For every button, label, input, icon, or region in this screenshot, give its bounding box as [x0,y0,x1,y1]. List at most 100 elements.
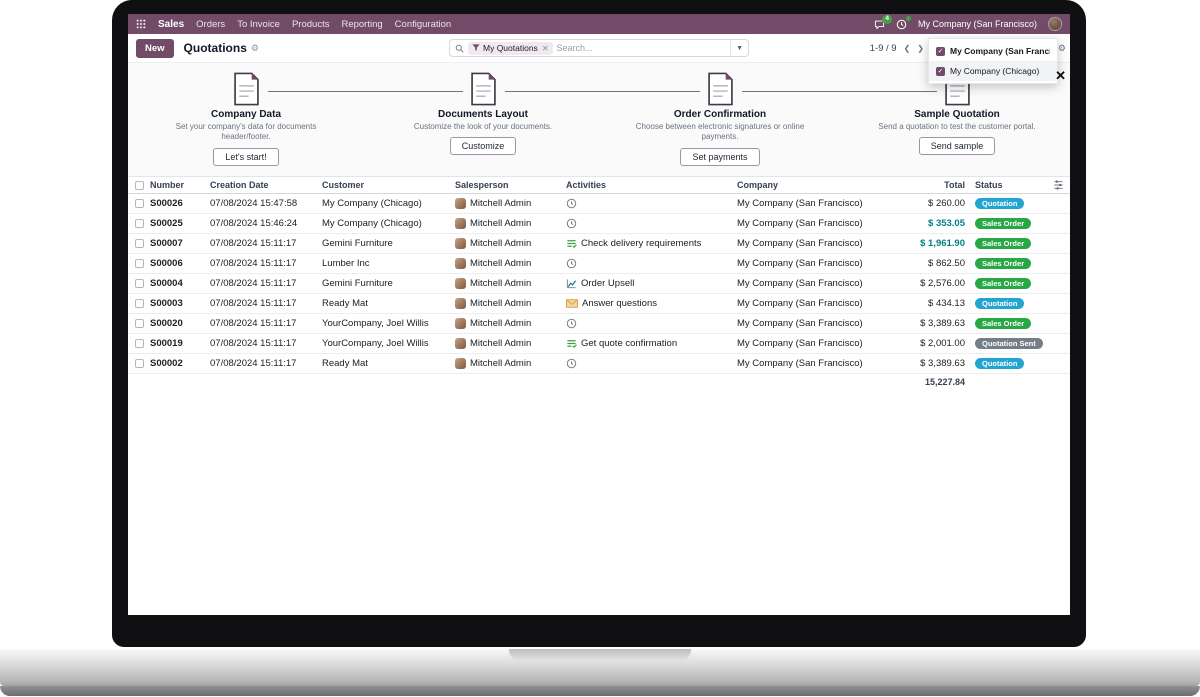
salesperson-avatar [455,218,466,229]
col-customer[interactable]: Customer [322,180,365,190]
col-total[interactable]: Total [944,180,965,190]
search-dropdown-caret-icon[interactable]: ▼ [730,40,743,56]
row-number[interactable]: S00006 [150,258,183,269]
row-company: My Company (San Francisco) [737,258,863,269]
table-row[interactable]: S00004 07/08/2024 15:11:17 Gemini Furnit… [128,274,1070,294]
new-button[interactable]: New [136,38,174,58]
activity-list-check-icon[interactable] [566,238,577,249]
col-salesperson[interactable]: Salesperson [455,180,509,190]
row-company: My Company (San Francisco) [737,238,863,249]
onboarding-step-documents-layout: Documents Layout Customize the look of y… [378,72,588,156]
company-settings-gear-icon[interactable]: ⚙ [1057,43,1066,53]
set-payments-button[interactable]: Set payments [680,147,760,166]
pager: 1-9 / 9 ❮ ❯ [870,43,924,54]
row-number[interactable]: S00026 [150,198,183,209]
row-creation-date: 07/08/2024 15:11:17 [210,238,297,249]
onboarding-connector [268,91,463,92]
user-avatar[interactable] [1048,17,1062,31]
nav-item-orders[interactable]: Orders [196,18,226,30]
apps-grid-icon[interactable] [136,19,146,29]
table-row[interactable]: S00003 07/08/2024 15:11:17 Ready Mat Mit… [128,294,1070,314]
row-number[interactable]: S00004 [150,278,183,289]
table-body: S00026 07/08/2024 15:47:58 My Company (C… [128,194,1070,374]
nav-item-products[interactable]: Products [291,18,330,30]
nav-item-reporting[interactable]: Reporting [341,18,383,30]
customize-button[interactable]: Customize [449,137,517,156]
nav-item-to-invoice[interactable]: To Invoice [237,18,280,30]
activity-clock-icon[interactable] [566,318,577,329]
col-activities[interactable]: Activities [566,180,607,190]
pager-range: 1-9 / 9 [869,42,897,54]
row-number[interactable]: S00007 [150,238,183,249]
activity-clock-icon[interactable] [566,218,577,229]
checkbox-checked-icon[interactable]: ✓ [936,66,945,76]
optional-columns-icon[interactable] [1054,180,1070,190]
col-company[interactable]: Company [737,180,779,190]
col-status[interactable]: Status [975,180,1003,190]
row-number[interactable]: S00002 [150,358,183,369]
search-bar[interactable]: My Quotations ✕ Search... ▼ [449,39,749,57]
row-checkbox[interactable] [135,239,144,248]
row-total: $ 3,389.63 [920,318,965,329]
select-all-checkbox[interactable] [135,180,144,190]
company-option-san-francisco[interactable]: ✓ My Company (San Francisco) [936,46,1050,56]
activity-clock-icon[interactable] [566,198,577,209]
row-number[interactable]: S00003 [150,298,183,309]
row-number[interactable]: S00019 [150,338,183,349]
status-badge: Sales Order [975,217,1032,230]
table-row[interactable]: S00025 07/08/2024 15:46:24 My Company (C… [128,214,1070,234]
send-sample-button[interactable]: Send sample [918,137,996,156]
table-row[interactable]: S00002 07/08/2024 15:11:17 Ready Mat Mit… [128,354,1070,374]
col-creation-date[interactable]: Creation Date [210,180,269,190]
screen-content: Sales Orders To Invoice Products Reporti… [128,14,1070,615]
row-checkbox[interactable] [135,199,144,208]
row-checkbox[interactable] [135,299,144,308]
nav-item-configuration[interactable]: Configuration [394,18,452,30]
col-number[interactable]: Number [150,180,185,190]
step-description: Set your company's data for documents he… [175,122,317,142]
row-checkbox[interactable] [135,259,144,268]
row-checkbox[interactable] [135,319,144,328]
row-checkbox[interactable] [135,279,144,288]
salesperson-avatar [455,318,466,329]
row-company: My Company (San Francisco) [737,198,863,209]
pager-next-icon[interactable]: ❯ [917,43,924,53]
row-checkbox[interactable] [135,219,144,228]
company-option-chicago[interactable]: ✓ My Company (Chicago) [929,61,1057,81]
table-row[interactable]: S00026 07/08/2024 15:47:58 My Company (C… [128,194,1070,214]
row-salesperson: Mitchell Admin [470,338,532,349]
row-checkbox[interactable] [135,359,144,368]
checkbox-checked-icon[interactable]: ✓ [936,46,945,56]
row-company: My Company (San Francisco) [737,358,863,369]
table-row[interactable]: S00006 07/08/2024 15:11:17 Lumber Inc Mi… [128,254,1070,274]
activity-clock-icon[interactable] [566,358,577,369]
breadcrumb: Quotations ⚙ [184,41,259,55]
activities-clock-icon[interactable] [896,15,911,30]
view-settings-gear-icon[interactable]: ⚙ [250,42,259,53]
table-row[interactable]: S00019 07/08/2024 15:11:17 YourCompany, … [128,334,1070,354]
company-switcher-label[interactable]: My Company (San Francisco) [917,19,1037,29]
activity-list-check-icon[interactable] [566,338,577,349]
row-customer: Lumber Inc [322,258,370,269]
row-total: $ 2,001.00 [920,338,965,349]
close-icon[interactable]: ✕ [1055,68,1066,83]
lets-start-button[interactable]: Let's start! [213,147,279,166]
laptop-base-notch [509,649,691,660]
activity-clock-icon[interactable] [566,258,577,269]
pager-prev-icon[interactable]: ❮ [903,43,911,53]
laptop-base [0,649,1200,686]
app-name[interactable]: Sales [158,18,185,30]
activity-mail-icon[interactable] [566,299,578,308]
row-number[interactable]: S00025 [150,218,183,229]
table-row[interactable]: S00020 07/08/2024 15:11:17 YourCompany, … [128,314,1070,334]
messages-icon[interactable]: 4 [874,14,892,30]
activity-chart-icon[interactable] [566,278,577,289]
company-dropdown: ✓ My Company (San Francisco) ✓ My Compan… [928,38,1058,84]
remove-facet-icon[interactable]: ✕ [541,43,549,53]
row-checkbox[interactable] [135,339,144,348]
table-row[interactable]: S00007 07/08/2024 15:11:17 Gemini Furnit… [128,234,1070,254]
search-facet[interactable]: My Quotations ✕ [468,41,553,55]
row-number[interactable]: S00020 [150,318,183,329]
activity-label: Get quote confirmation [581,338,678,349]
